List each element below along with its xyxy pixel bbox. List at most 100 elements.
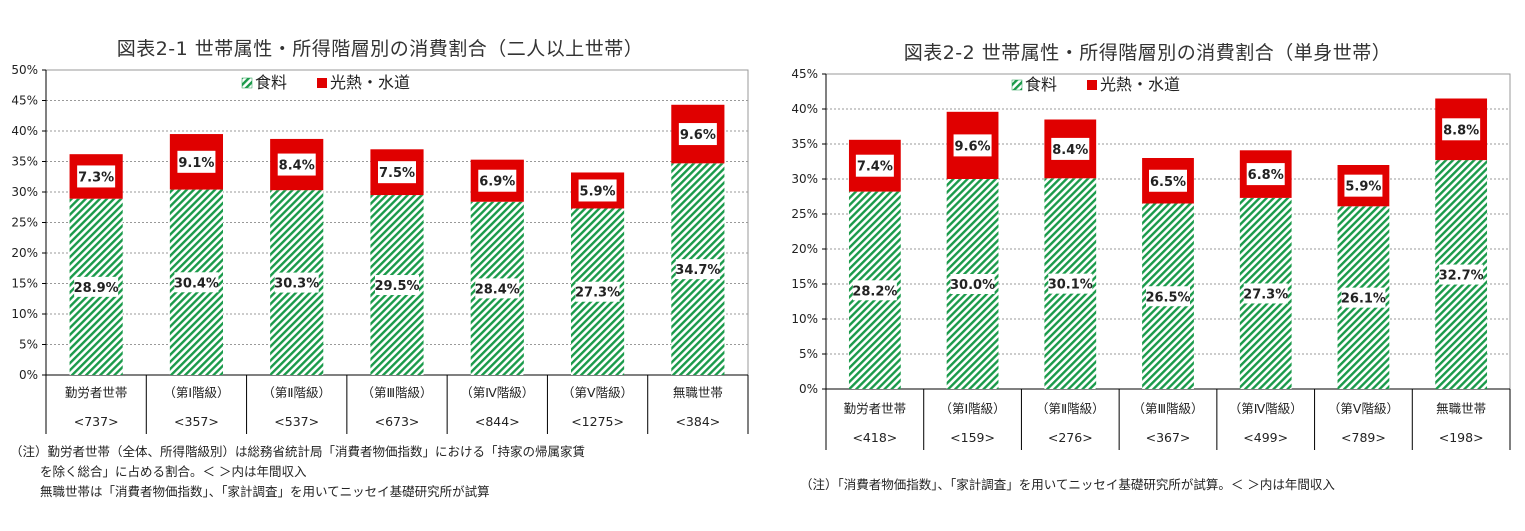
chart-plot-two-person: 0% 5% 10% 15% 20% 25% 30% 35% 40% 45% 50% 28.9% 7.3%… [11, 63, 749, 434]
data-label-bg [274, 272, 319, 293]
income-label: <418> [852, 430, 897, 445]
y-tick-label: 15% [11, 277, 38, 291]
data-label-bg [74, 276, 119, 297]
y-tick-label: 0% [19, 368, 38, 382]
data-label-food: 26.1% [1341, 292, 1386, 307]
category-label: （第Ⅱ階級） [1036, 401, 1105, 416]
data-label-food: 30.1% [1048, 278, 1093, 293]
data-label-food: 27.3% [1243, 287, 1288, 302]
data-label-bg [478, 169, 517, 192]
note-line: （注）「消費者物価指数」、「家計調査」を用いてニッセイ基礎研究所が試算。＜ ＞内… [800, 477, 1335, 492]
data-label-utility: 6.9% [479, 175, 515, 190]
category-label: （第Ⅰ階級） [939, 401, 1005, 416]
legend-swatch-food [1011, 79, 1023, 91]
data-label-utility: 7.3% [78, 170, 114, 185]
data-label-bg [950, 274, 995, 294]
data-label-utility: 7.4% [857, 160, 893, 175]
data-label-bg [678, 123, 717, 146]
category-label: （第Ⅱ階級） [262, 385, 331, 400]
data-label-utility: 8.4% [279, 159, 315, 174]
chart-notes: （注）「消費者物価指数」、「家計調査」を用いてニッセイ基礎研究所が試算。＜ ＞内… [800, 475, 1335, 495]
category-label: （第Ⅲ階級） [361, 385, 432, 400]
y-tick-label: 45% [791, 67, 818, 81]
legend-label-food: 食料 [1025, 75, 1057, 94]
data-label-bg [174, 272, 219, 293]
income-label: <367> [1146, 430, 1191, 445]
legend-label-food: 食料 [255, 73, 287, 92]
data-label-bg [953, 134, 992, 157]
data-label-bg [1243, 283, 1288, 304]
category-label: （第Ⅳ階級） [460, 385, 534, 400]
legend-swatch-utility [1087, 80, 1097, 90]
y-tick-label: 30% [11, 185, 38, 199]
legend-swatch-food [241, 77, 253, 89]
data-label-utility: 9.1% [178, 156, 214, 171]
income-label: <1275> [571, 414, 624, 429]
legend-label-utility: 光熱・水道 [330, 73, 410, 92]
data-label-utility: 9.6% [680, 128, 716, 143]
data-label-bg [77, 165, 116, 188]
category-label: 無職世帯 [673, 385, 723, 400]
note-line: を除く総合」に占める割合。＜ ＞内は年間収入 [40, 464, 307, 479]
data-label-bg [578, 179, 617, 202]
data-label-bg [575, 281, 620, 302]
data-label-food: 30.3% [274, 277, 319, 292]
data-label-bg [177, 150, 216, 173]
income-label: <844> [475, 414, 520, 429]
income-label: <357> [174, 414, 219, 429]
data-label-food: 27.3% [575, 286, 620, 301]
income-label: <384> [675, 414, 720, 429]
category-label: （第Ⅰ階級） [163, 385, 229, 400]
data-label-food: 28.4% [475, 282, 520, 297]
data-label-utility: 5.9% [580, 184, 616, 199]
legend-label-utility: 光熱・水道 [1100, 75, 1180, 94]
y-tick-label: 25% [791, 207, 818, 221]
income-label: <159> [950, 430, 995, 445]
data-label-bg [852, 280, 897, 301]
data-label-utility: 7.5% [379, 166, 415, 181]
y-tick-label: 15% [791, 277, 818, 291]
chart-panel-single: 図表2-2 世帯属性・所得階層別の消費割合（単身世帯） 0% 5% 10% 15% 20… [770, 0, 1525, 531]
data-label-bg [375, 275, 419, 296]
data-label-food: 28.9% [74, 281, 119, 296]
data-label-bg [1442, 118, 1481, 141]
data-label-food: 26.5% [1145, 290, 1190, 305]
data-label-bg [1146, 286, 1190, 307]
y-tick-label: 20% [791, 242, 818, 256]
chart-title: 図表2-2 世帯属性・所得階層別の消費割合（単身世帯） [903, 42, 1392, 64]
data-label-utility: 8.4% [1052, 143, 1088, 158]
y-tick-label: 10% [791, 312, 818, 326]
category-label: （第Ⅴ階級） [1328, 401, 1399, 416]
chart-notes: （注）勤労者世帯（全体、所得階級別）は総務省統計局「消費者物価指数」における「持… [10, 442, 585, 502]
data-label-food: 30.0% [950, 278, 995, 293]
data-label-bg [1048, 273, 1093, 294]
data-label-utility: 5.9% [1345, 180, 1381, 195]
category-label: 無職世帯 [1436, 401, 1486, 416]
data-label-utility: 9.6% [955, 139, 991, 154]
data-label-food: 34.7% [675, 263, 720, 278]
income-label: <789> [1341, 430, 1386, 445]
y-tick-label: 25% [11, 216, 38, 230]
legend-swatch-utility [317, 78, 327, 88]
y-tick-label: 35% [11, 155, 38, 169]
y-tick-label: 45% [11, 94, 38, 108]
data-label-food: 29.5% [374, 279, 419, 294]
income-label: <198> [1439, 430, 1484, 445]
data-label-food: 28.2% [852, 284, 897, 299]
income-label: <276> [1048, 430, 1093, 445]
category-label: 勤労者世帯 [65, 385, 128, 400]
y-tick-label: 20% [11, 246, 38, 260]
y-tick-label: 0% [799, 382, 818, 396]
data-label-bg [475, 278, 520, 299]
y-tick-label: 5% [799, 347, 818, 361]
y-tick-label: 10% [11, 307, 38, 321]
income-label: <673> [375, 414, 420, 429]
data-label-bg [277, 153, 316, 176]
data-label-bg [1246, 163, 1285, 186]
data-label-bg [1439, 264, 1484, 285]
data-label-bg [1051, 137, 1090, 160]
data-label-utility: 6.8% [1248, 168, 1284, 183]
y-tick-label: 30% [791, 172, 818, 186]
data-label-food: 30.4% [174, 276, 219, 291]
y-tick-label: 50% [11, 63, 38, 77]
